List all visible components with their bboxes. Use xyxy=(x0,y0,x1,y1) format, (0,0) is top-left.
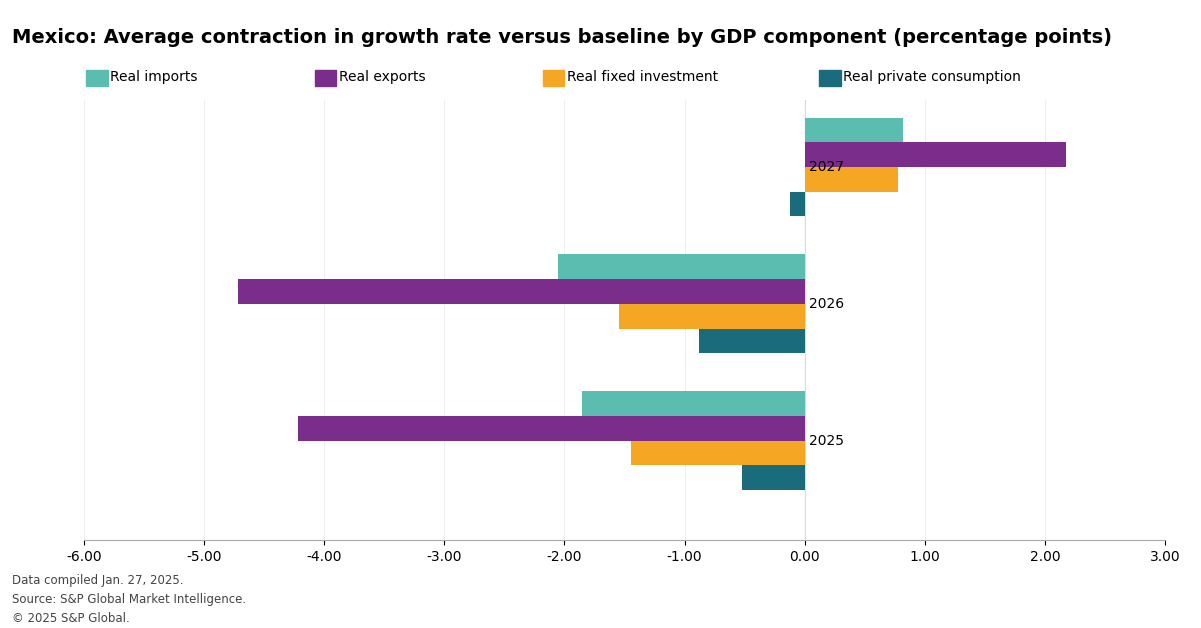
Bar xyxy=(619,304,805,328)
Bar xyxy=(558,254,805,279)
Bar xyxy=(805,117,903,143)
Bar xyxy=(238,279,805,304)
Text: 2025: 2025 xyxy=(809,434,844,448)
Text: Data compiled Jan. 27, 2025.
Source: S&P Global Market Intelligence.
© 2025 S&P : Data compiled Jan. 27, 2025. Source: S&P… xyxy=(12,574,246,625)
Text: 2026: 2026 xyxy=(809,297,844,311)
Text: 2027: 2027 xyxy=(809,160,844,174)
Text: Real exports: Real exports xyxy=(339,70,425,84)
Bar xyxy=(742,465,805,490)
Bar xyxy=(582,391,805,416)
Text: Mexico: Average contraction in growth rate versus baseline by GDP component (per: Mexico: Average contraction in growth ra… xyxy=(12,28,1112,47)
Bar xyxy=(805,167,898,192)
Text: Real imports: Real imports xyxy=(110,70,198,84)
Bar xyxy=(699,328,805,354)
Bar xyxy=(631,441,805,465)
Text: Real fixed investment: Real fixed investment xyxy=(567,70,718,84)
Bar xyxy=(298,416,805,441)
Bar xyxy=(805,143,1066,167)
Text: Real private consumption: Real private consumption xyxy=(843,70,1021,84)
Bar xyxy=(790,192,805,217)
